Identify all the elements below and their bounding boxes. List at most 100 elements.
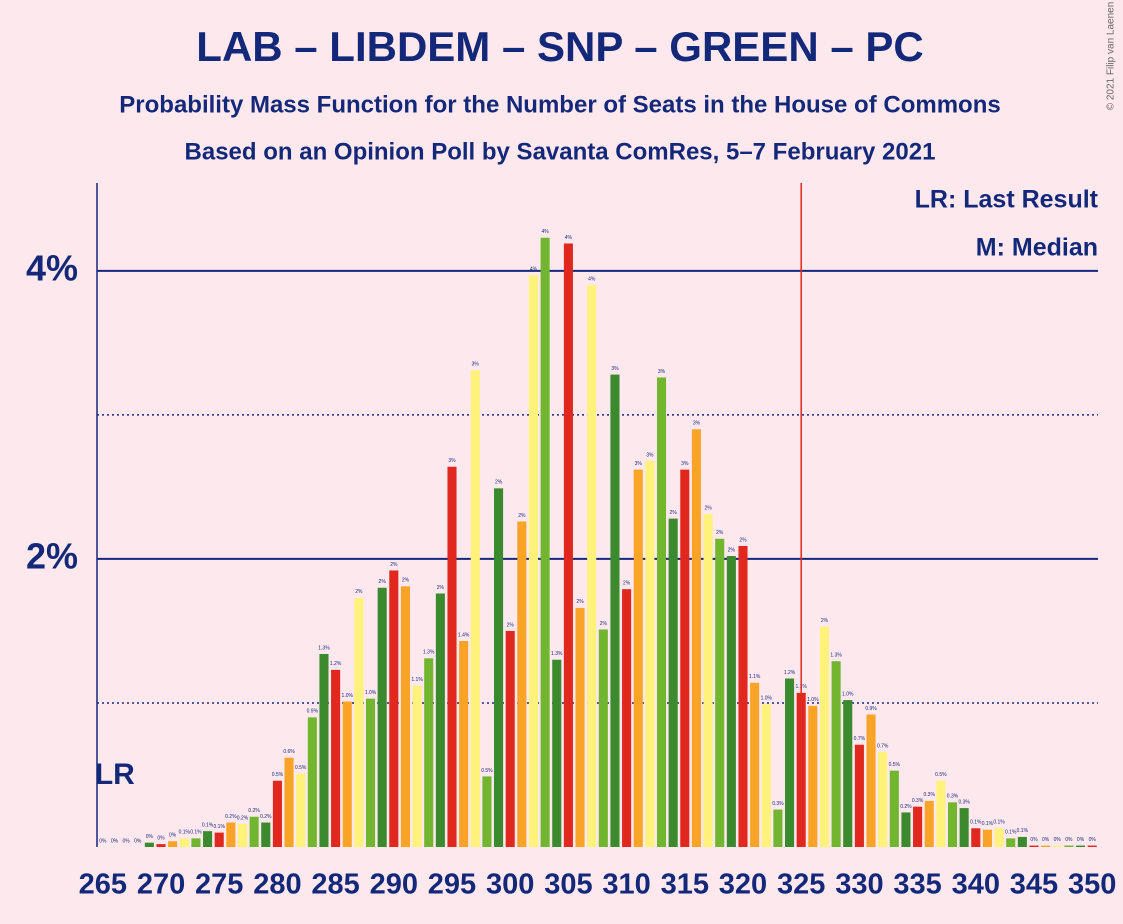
value-label: 2% xyxy=(390,562,398,568)
bar xyxy=(284,757,294,847)
bar xyxy=(365,698,376,847)
value-label: 0.6% xyxy=(283,749,295,755)
value-label: 2% xyxy=(623,581,631,587)
bar xyxy=(552,659,562,847)
value-label: 2% xyxy=(379,579,387,585)
bar xyxy=(901,812,911,847)
y-tick-label: 2% xyxy=(26,535,78,576)
chart-title: LAB – LIBDEM – SNP – GREEN – PC xyxy=(196,23,923,70)
value-label: 0.2% xyxy=(900,804,912,810)
bar xyxy=(342,701,352,847)
bar xyxy=(1052,845,1062,847)
x-tick-label: 275 xyxy=(195,869,243,901)
value-label: 1.0% xyxy=(365,690,377,696)
bar xyxy=(517,521,527,847)
bar xyxy=(866,714,876,847)
chart-subtitle: Based on an Opinion Poll by Savanta ComR… xyxy=(185,138,936,165)
bar xyxy=(482,776,492,847)
bar xyxy=(947,802,958,847)
bar xyxy=(1076,845,1086,847)
value-label: 0% xyxy=(99,838,107,844)
x-tick-label: 350 xyxy=(1068,869,1116,901)
bar xyxy=(249,816,259,847)
bar xyxy=(494,488,504,847)
bar xyxy=(1017,836,1027,847)
value-label: 0.9% xyxy=(307,709,319,715)
value-label: 2% xyxy=(728,547,736,553)
x-tick-label: 340 xyxy=(952,869,1000,901)
bar xyxy=(435,593,445,847)
bar xyxy=(971,828,981,847)
value-label: 1.2% xyxy=(330,661,342,667)
bar xyxy=(913,806,923,847)
x-tick-label: 305 xyxy=(544,869,592,901)
value-label: 0.7% xyxy=(877,743,889,749)
bar xyxy=(563,243,573,848)
bar xyxy=(1064,845,1074,847)
value-label: 0% xyxy=(169,833,177,839)
value-label: 0.9% xyxy=(865,706,877,712)
bar xyxy=(924,800,934,847)
bar xyxy=(936,780,946,847)
bar xyxy=(540,237,550,848)
bar xyxy=(389,570,399,847)
bar xyxy=(505,630,515,847)
bar xyxy=(1041,845,1051,847)
x-tick-label: 320 xyxy=(719,869,767,901)
bar xyxy=(703,514,713,847)
y-tick-label: 4% xyxy=(26,247,78,288)
bar xyxy=(738,545,748,847)
value-label: 0% xyxy=(146,834,154,840)
x-tick-label: 325 xyxy=(777,869,825,901)
value-label: 1.0% xyxy=(807,697,819,703)
x-tick-label: 330 xyxy=(835,869,883,901)
bar xyxy=(447,466,457,847)
x-tick-label: 335 xyxy=(893,869,941,901)
bar xyxy=(598,629,608,847)
value-label: 3% xyxy=(693,421,701,427)
value-label: 0.1% xyxy=(1017,828,1029,834)
value-label: 3% xyxy=(448,458,456,464)
value-label: 0.7% xyxy=(854,736,866,742)
bar xyxy=(214,832,224,847)
legend-entry: LR: Last Result xyxy=(915,186,1099,214)
value-label: 1.1% xyxy=(749,674,761,680)
bar xyxy=(144,842,154,847)
value-label: 0.5% xyxy=(889,762,901,768)
value-label: 0% xyxy=(1077,837,1085,843)
x-tick-label: 285 xyxy=(311,869,359,901)
bar xyxy=(726,556,736,847)
value-label: 2% xyxy=(518,513,526,519)
bar xyxy=(610,374,620,847)
bar xyxy=(773,809,783,847)
bar xyxy=(412,685,422,847)
value-label: 0% xyxy=(1054,837,1062,843)
x-tick-label: 315 xyxy=(661,869,709,901)
value-label: 0.2% xyxy=(225,814,237,820)
value-label: 1.0% xyxy=(842,691,854,697)
value-label: 3% xyxy=(611,366,619,372)
value-label: 0.3% xyxy=(772,801,784,807)
value-label: 0.3% xyxy=(912,798,924,804)
value-label: 0.2% xyxy=(248,808,260,814)
value-label: 4% xyxy=(542,229,550,235)
value-label: 0.1% xyxy=(982,821,994,827)
bar xyxy=(959,808,969,847)
value-label: 4% xyxy=(588,277,596,283)
value-label: 1.3% xyxy=(318,645,330,651)
value-label: 0.1% xyxy=(1005,830,1017,836)
value-label: 2% xyxy=(821,618,829,624)
bar xyxy=(319,653,329,847)
value-label: 3% xyxy=(635,461,643,467)
bar xyxy=(296,773,306,847)
value-label: 0.2% xyxy=(237,815,249,821)
value-label: 0% xyxy=(134,838,142,844)
x-tick-label: 280 xyxy=(253,869,301,901)
bar xyxy=(1087,845,1097,847)
bar xyxy=(889,770,899,847)
value-label: 2% xyxy=(716,530,724,536)
value-label: 1.3% xyxy=(830,653,842,659)
value-label: 0.3% xyxy=(958,799,970,805)
bar xyxy=(528,275,539,847)
